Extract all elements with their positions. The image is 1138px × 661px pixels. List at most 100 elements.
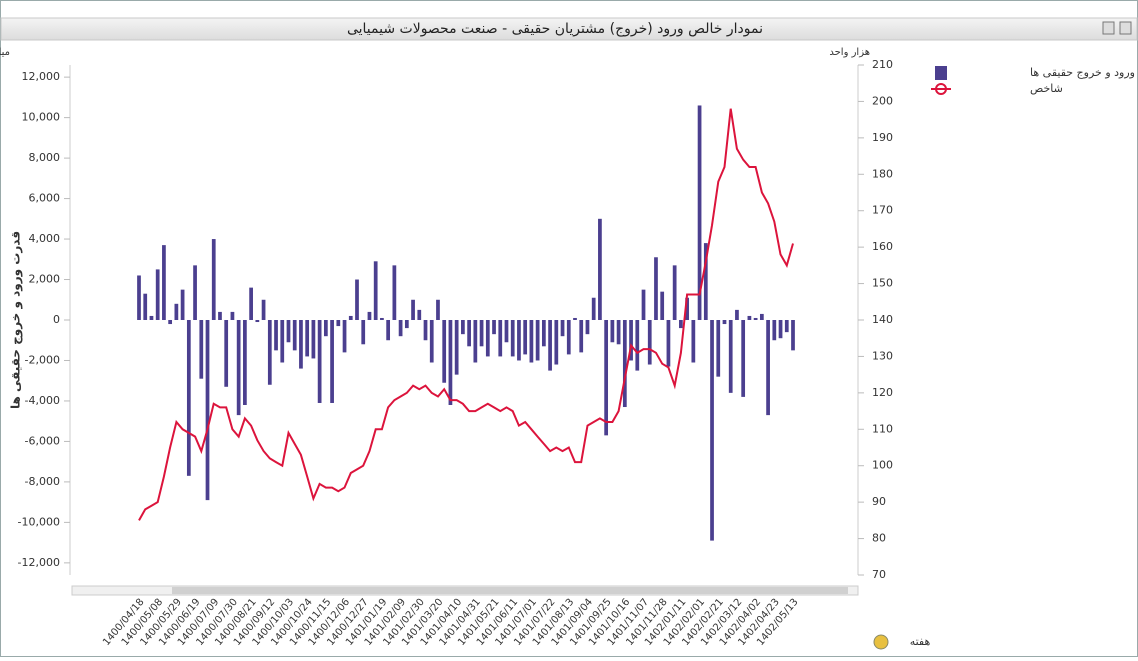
y2-tick-label: 100 <box>872 459 893 472</box>
y-axis-label: قدرت ورود و خروج حقیقی ها <box>9 231 24 409</box>
bar <box>274 320 278 351</box>
bar <box>442 320 447 383</box>
bar <box>529 320 534 363</box>
bar <box>510 320 515 357</box>
bar <box>672 265 677 320</box>
bar <box>230 311 235 320</box>
bar <box>180 289 185 320</box>
bar <box>461 320 465 335</box>
bar <box>392 265 397 320</box>
bar <box>772 320 777 341</box>
bar <box>784 320 789 333</box>
bar <box>747 315 752 320</box>
bar <box>367 311 372 320</box>
y2-tick-label: 200 <box>872 94 893 107</box>
y-tick-label: 2,000 <box>29 273 61 286</box>
bar <box>249 287 253 320</box>
y-tick-label: -10,000 <box>18 515 60 528</box>
bar <box>348 315 353 320</box>
bar <box>697 105 702 320</box>
bar <box>679 320 683 329</box>
y2-tick-label: 190 <box>872 131 893 144</box>
bar <box>361 320 366 345</box>
legend-label: شاخص <box>1030 82 1063 95</box>
bar <box>554 320 559 365</box>
bar <box>236 320 241 416</box>
bar <box>454 320 459 375</box>
bar <box>380 317 384 320</box>
print-icon[interactable] <box>1102 21 1115 35</box>
bar <box>604 320 609 436</box>
scroll-thumb[interactable] <box>172 587 848 594</box>
bar <box>685 297 689 320</box>
bar <box>299 320 303 369</box>
bar <box>691 320 696 363</box>
y-tick-label: 0 <box>53 313 60 326</box>
bar <box>566 320 571 355</box>
bar <box>541 320 546 347</box>
y-tick-label: 12,000 <box>22 70 61 83</box>
y-tick-label: -4,000 <box>25 394 60 407</box>
bar <box>243 320 247 405</box>
bar <box>286 320 291 343</box>
bar <box>193 265 197 320</box>
bar <box>598 218 602 320</box>
export-icon[interactable] <box>1119 21 1132 35</box>
bar <box>292 320 297 351</box>
bar <box>635 320 640 371</box>
bar <box>778 320 783 339</box>
y2-tick-label: 150 <box>872 277 893 290</box>
bar <box>716 320 721 377</box>
y2-tick-label: 130 <box>872 349 893 362</box>
bar <box>560 320 565 337</box>
bar <box>666 320 671 367</box>
bar <box>404 320 409 329</box>
bar <box>168 320 173 325</box>
bar <box>660 291 665 320</box>
bar <box>342 320 347 353</box>
bar <box>467 320 471 347</box>
y2-tick-label: 90 <box>872 495 886 508</box>
bar <box>429 320 434 363</box>
bar <box>517 320 521 361</box>
bar <box>591 297 596 320</box>
bar <box>336 320 341 327</box>
y2-tick-label: 120 <box>872 386 893 399</box>
bar <box>622 320 627 408</box>
bar <box>741 320 746 397</box>
y-tick-label: 4,000 <box>29 232 61 245</box>
y-tick-label: -8,000 <box>25 475 60 488</box>
bar <box>373 261 378 320</box>
bar <box>585 320 590 335</box>
y2-tick-label: 180 <box>872 167 893 180</box>
bar <box>654 257 658 320</box>
bar <box>523 320 528 355</box>
bar <box>616 320 621 345</box>
bar <box>311 320 316 359</box>
bar <box>710 320 714 541</box>
bar <box>629 320 633 361</box>
bar <box>753 317 758 320</box>
bar <box>423 320 428 341</box>
y2-tick-label: 70 <box>872 568 886 581</box>
bar <box>330 320 334 403</box>
bar <box>261 299 266 320</box>
bar <box>735 309 739 320</box>
bar <box>211 239 216 320</box>
bar <box>417 309 422 320</box>
bar <box>728 320 733 393</box>
bar <box>267 320 272 385</box>
bar <box>255 320 260 323</box>
bar <box>791 320 795 351</box>
bar <box>647 320 652 365</box>
y2-unit: هزار واحد <box>829 47 870 58</box>
y2-tick-label: 210 <box>872 58 893 71</box>
legend-marker <box>935 66 947 80</box>
bar <box>199 320 204 379</box>
settings-icon[interactable] <box>873 634 889 650</box>
bar <box>579 320 584 353</box>
y-tick-label: 10,000 <box>22 111 61 124</box>
bar <box>448 320 453 405</box>
bar <box>218 311 222 320</box>
